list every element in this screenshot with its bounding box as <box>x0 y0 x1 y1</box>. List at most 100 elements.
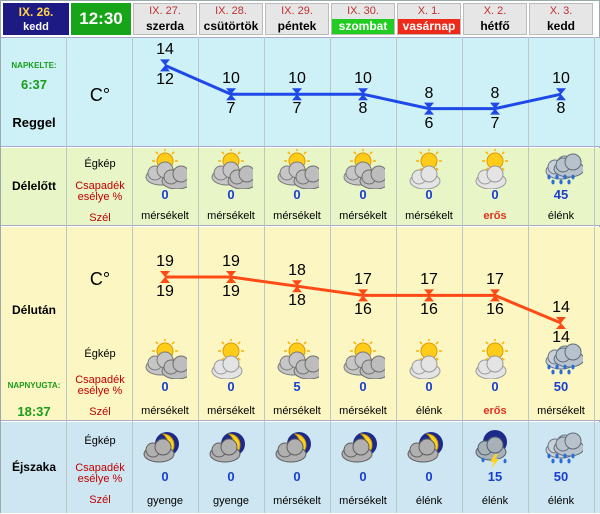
wind-value: mérsékelt <box>339 405 387 417</box>
day-header: X. 3. kedd <box>529 3 593 35</box>
partly-cloudy-icon-graphic <box>343 338 391 380</box>
precip-value: 0 <box>425 379 433 394</box>
wind-value: mérsékelt <box>339 495 387 507</box>
afternoon-precip-label: Csapadék esélye % <box>75 374 125 397</box>
day-name: kedd <box>546 19 575 33</box>
morning-temp-upper: 14 <box>156 41 174 59</box>
precip-value: 0 <box>359 379 367 394</box>
wind-value: mérsékelt <box>339 210 387 222</box>
current-time: 12:30 <box>79 9 123 28</box>
precip-value: 50 <box>553 379 569 394</box>
afternoon-temp-upper: 17 <box>354 271 372 289</box>
afternoon-temp-lower: 19 <box>222 283 240 300</box>
precip-value: 5 <box>293 379 301 394</box>
day-date: X. 2. <box>483 5 507 17</box>
moon-cloud-icon-graphic <box>275 432 311 463</box>
precip-value: 0 <box>359 469 367 484</box>
wind-value: élénk <box>547 210 575 222</box>
day-name: péntek <box>277 19 317 33</box>
thunder-cloud-icon <box>473 428 517 469</box>
morning-temp-upper: 8 <box>490 84 500 102</box>
wind-value: élénk <box>415 495 443 507</box>
day-date: IX. 30. <box>347 5 379 17</box>
thunder-cloud-icon-graphic <box>475 430 507 469</box>
night-label: Éjszaka <box>11 460 57 474</box>
grid-line-vertical <box>132 37 133 513</box>
afternoon-temp-lower: 16 <box>420 301 438 319</box>
precip-value: 0 <box>491 379 499 394</box>
forenoon-wind-label: Szél <box>89 212 111 224</box>
precip-value: 15 <box>487 469 503 484</box>
morning-temp-lower: 12 <box>156 71 174 89</box>
precip-value: 0 <box>293 469 301 484</box>
partly-cloudy-icon <box>341 338 391 380</box>
day-date: IX. 28. <box>215 5 247 17</box>
morning-temp-upper: 10 <box>288 70 306 88</box>
wind-value: mérsékelt <box>141 210 189 222</box>
today-dayname: kedd <box>23 21 49 33</box>
partly-cloudy-icon <box>143 148 193 190</box>
wind-value: élénk <box>481 495 509 507</box>
grid-line-vertical <box>594 37 595 513</box>
wind-value: gyenge <box>212 495 250 507</box>
partly-cloudy-icon-graphic <box>277 148 325 190</box>
morning-temp-upper: 10 <box>222 70 240 88</box>
sun-cloud-icon-graphic <box>475 148 508 190</box>
sun-cloud-icon-graphic <box>409 338 442 380</box>
day-name: vasárnap <box>398 19 460 34</box>
afternoon-temp-lower: 16 <box>354 301 372 319</box>
partly-cloudy-icon <box>341 148 391 190</box>
precip-value: 50 <box>553 469 569 484</box>
day-header: X. 2. hétfő <box>463 3 527 35</box>
afternoon-temp-lower: 14 <box>552 329 570 346</box>
wind-value: mérsékelt <box>207 405 255 417</box>
afternoon-temp-upper: 18 <box>288 262 306 280</box>
day-date: X. 1. <box>417 5 441 17</box>
grid-line-vertical <box>66 37 67 513</box>
grid-line-vertical <box>528 37 529 513</box>
moon-cloud-icon <box>143 428 187 468</box>
wind-value: gyenge <box>146 495 184 507</box>
precip-value: 0 <box>161 379 169 394</box>
wind-value: mérsékelt <box>537 405 585 417</box>
day-header: IX. 27. szerda <box>133 3 197 35</box>
sunrise-time: 6:37 <box>20 77 48 92</box>
afternoon-temp-upper: 17 <box>420 271 438 289</box>
grid-line-vertical <box>462 37 463 513</box>
sun-cloud-icon <box>473 148 517 190</box>
wind-value: mérsékelt <box>405 210 453 222</box>
sun-cloud-icon-graphic <box>409 148 442 190</box>
sun-cloud-icon-graphic <box>475 338 508 380</box>
afternoon-label: Délután <box>11 303 56 317</box>
precip-value: 0 <box>161 187 169 202</box>
rain-cloud-icon <box>539 339 585 379</box>
precip-value: 0 <box>491 187 499 202</box>
partly-cloudy-icon-graphic <box>145 148 193 190</box>
day-date: X. 3. <box>549 5 573 17</box>
partly-cloudy-icon-graphic <box>211 148 259 190</box>
partly-cloudy-icon <box>209 148 259 190</box>
current-time-panel: 12:30 <box>71 3 131 35</box>
sun-cloud-icon <box>209 338 253 380</box>
moon-cloud-icon <box>341 428 385 468</box>
grid-line-vertical <box>198 37 199 513</box>
today-date: IX. 26. <box>18 5 54 19</box>
precip-value: 0 <box>425 469 433 484</box>
moon-cloud-icon <box>209 428 253 468</box>
wind-value: élénk <box>415 405 443 417</box>
day-date: IX. 27. <box>149 5 181 17</box>
moon-cloud-icon-graphic <box>341 432 377 463</box>
partly-cloudy-icon <box>143 338 193 380</box>
afternoon-temp-lower: 19 <box>156 283 174 300</box>
moon-cloud-icon <box>407 428 451 468</box>
morning-temp-upper: 8 <box>424 84 434 102</box>
sun-cloud-icon <box>473 338 517 380</box>
morning-temp-lower: 6 <box>424 114 434 132</box>
night-sky-label: Égkép <box>84 435 116 447</box>
rain-cloud-icon-graphic <box>545 153 585 185</box>
moon-cloud-icon-graphic <box>407 432 443 463</box>
sun-cloud-icon <box>407 338 451 380</box>
wind-value: erős <box>483 210 507 222</box>
rain-cloud-icon-graphic <box>545 432 585 464</box>
